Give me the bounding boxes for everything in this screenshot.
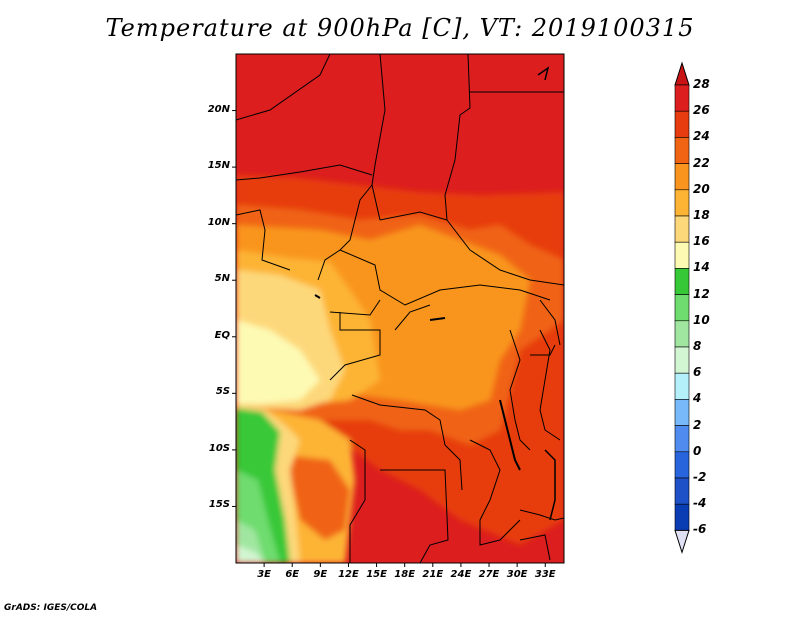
- colorbar-swatch: [674, 320, 690, 348]
- colorbar-label: 22: [693, 155, 710, 170]
- lon-label: 30E: [506, 569, 528, 580]
- border-line: [444, 54, 471, 221]
- lon-label: 21E: [422, 569, 444, 580]
- border-line: [317, 184, 373, 281]
- colorbar-swatch: [674, 215, 690, 243]
- lon-label: 9E: [313, 569, 328, 580]
- chart-title: Temperature at 900hPa [C], VT: 201910031…: [105, 14, 695, 42]
- border-line: [379, 211, 564, 286]
- colorbar-swatch: [674, 137, 690, 164]
- colorbar-swatch: [674, 268, 690, 295]
- colorbar-label: 20: [693, 181, 710, 196]
- border-line: [329, 299, 381, 316]
- lake-outline: [499, 399, 521, 471]
- colorbar-label: 28: [693, 77, 710, 91]
- colorbar-swatch: [674, 163, 690, 191]
- border-line: [530, 344, 556, 356]
- colorbar-swatch: [674, 477, 690, 505]
- colorbar-label: 4: [693, 391, 702, 406]
- colorbar-label: 0: [693, 443, 702, 458]
- colorbar-swatch: [674, 425, 690, 453]
- colorbar-label: 14: [693, 260, 710, 275]
- grads-credit: GrADS: IGES/COLA: [4, 603, 98, 613]
- colorbar-label: 16: [693, 234, 710, 249]
- colorbar-swatch: [674, 346, 690, 374]
- colorbar-swatch: [674, 110, 690, 138]
- temperature-field: [236, 54, 564, 563]
- border-line: [349, 439, 366, 563]
- border-line: [519, 509, 564, 521]
- colorbar-swatch: [674, 189, 690, 217]
- lon-label: 3E: [257, 569, 271, 580]
- lat-label: 5N: [214, 273, 230, 285]
- border-line: [539, 329, 561, 441]
- colorbar-label: 18: [693, 208, 710, 222]
- border-line: [339, 249, 551, 306]
- lon-label: 24E: [450, 569, 472, 580]
- border-line: [351, 394, 463, 491]
- colorbar-label: 2: [693, 417, 702, 432]
- border-line: [329, 312, 381, 381]
- lat-label: EQ: [214, 329, 230, 341]
- lon-label: 12E: [338, 569, 359, 580]
- lon-label: 27E: [478, 569, 500, 580]
- lon-label: 6E: [285, 569, 300, 580]
- colorbar-swatch: [674, 451, 690, 479]
- colorbar-swatch: [674, 241, 690, 269]
- field-green-8: [236, 545, 265, 563]
- border-line: [371, 54, 386, 221]
- colorbar-label: 24: [693, 129, 710, 144]
- lat-label: 5S: [215, 386, 230, 398]
- colorbar-swatch: [674, 503, 690, 531]
- axis-ticks: [232, 110, 546, 567]
- colorbar-label: 10: [693, 312, 710, 327]
- border-line: [236, 164, 373, 181]
- colorbar-label: 12: [693, 286, 710, 301]
- colorbar-label: 8: [693, 339, 702, 353]
- lat-label: 20N: [207, 103, 230, 115]
- colorbar-bottom-cap: [674, 529, 690, 555]
- colorbar-label: -6: [693, 522, 707, 537]
- colorbar-swatch: [674, 294, 690, 322]
- colorbar-swatch: [674, 399, 690, 426]
- colorbar-swatch: [674, 372, 690, 400]
- colorbar-label: -2: [693, 470, 707, 484]
- coast-feature: [429, 317, 446, 321]
- lat-label: 10S: [208, 442, 230, 454]
- lon-label: 18E: [394, 569, 416, 580]
- field-sw-hot-patch: [285, 455, 350, 540]
- field-band-16: [236, 320, 320, 404]
- border-line: [236, 54, 331, 121]
- border-line: [394, 304, 431, 331]
- country-borders: [236, 54, 564, 563]
- lat-label: 15N: [207, 160, 230, 172]
- border-line: [539, 299, 561, 346]
- lon-label: 15E: [366, 569, 387, 580]
- lat-label: 15S: [208, 499, 230, 511]
- colorbar-label: 6: [693, 365, 702, 380]
- border-line: [469, 439, 521, 546]
- colorbar: [674, 61, 690, 555]
- lon-label: 33E: [534, 569, 556, 580]
- colorbar-swatch: [674, 84, 690, 112]
- border-line: [380, 469, 449, 563]
- map-frame: [235, 53, 565, 564]
- border-line: [509, 329, 531, 451]
- colorbar-top-cap: [674, 61, 690, 86]
- coast-feature: [537, 66, 550, 81]
- border-line: [236, 209, 291, 271]
- colorbar-label: -4: [693, 496, 707, 511]
- lake-outline: [544, 449, 556, 521]
- colorbar-label: 26: [693, 103, 710, 118]
- lat-label: 10N: [207, 216, 230, 228]
- border-line: [519, 534, 551, 561]
- coast-feature: [314, 294, 321, 299]
